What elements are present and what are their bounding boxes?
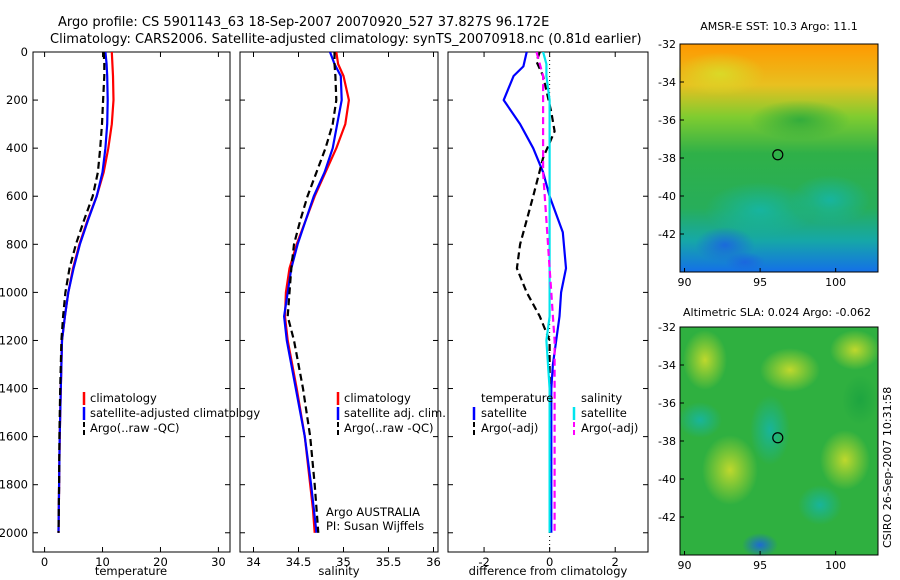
legend-label-satellite: satellite-adjusted climatology	[90, 406, 260, 420]
sst-map-image	[675, 44, 878, 272]
legend-label-argo: Argo(..raw -QC)	[90, 421, 180, 435]
x-tick-label: 34.5	[286, 555, 312, 569]
map-y-tick-label: -40	[658, 190, 676, 203]
map-y-tick-label: -38	[658, 435, 676, 448]
map-y-tick-label: -40	[658, 473, 676, 486]
salinity-annotation-line2: PI: Susan Wijffels	[326, 519, 424, 533]
sla-map-overlay: 90 95 100 -32 -34 -36 -38 -40 -42	[658, 321, 846, 572]
sla-map-image	[678, 327, 880, 557]
series-line-argo-raw-qc-	[57, 52, 106, 533]
x-tick-label: 35.5	[376, 555, 402, 569]
y-tick-label: 1200	[0, 333, 28, 347]
y-tick-label: 600	[6, 189, 28, 203]
x-tick-label: 0	[546, 555, 553, 569]
y-tick-label: 1000	[0, 285, 28, 299]
temperature-legend: climatology satellite-adjusted climatolo…	[82, 391, 260, 435]
y-tick-label: 1600	[0, 430, 28, 444]
x-tick-label: 20	[153, 555, 168, 569]
legend-group-salinity: salinity	[581, 391, 622, 405]
figure-title-line1: Argo profile: CS 5901143_63 18-Sep-2007 …	[58, 15, 549, 30]
salinity-legend: climatology satellite adj. clim. Argo(..…	[336, 391, 446, 435]
difference-axes	[447, 51, 649, 553]
map-x-tick-label: 90	[678, 559, 692, 572]
legend-group-temperature: temperature	[481, 391, 553, 405]
map-y-tick-label: -34	[658, 359, 676, 372]
series-line-climatology	[57, 52, 115, 533]
x-tick-label: 30	[211, 555, 226, 569]
map-y-tick-label: -36	[658, 397, 676, 410]
map-y-tick-label: -34	[658, 76, 676, 89]
map-x-tick-label: 100	[825, 276, 846, 289]
map-y-tick-label: -42	[658, 228, 676, 241]
x-tick-label: 2	[612, 555, 619, 569]
x-tick-label: 0	[41, 555, 48, 569]
legend-label-temp-argo: Argo(-adj)	[481, 421, 538, 435]
x-tick-label: 10	[95, 555, 110, 569]
legend-label-argo: Argo(..raw -QC)	[344, 421, 434, 435]
series-line-temperature-satellite	[502, 52, 568, 533]
map-y-tick-label: -32	[658, 38, 676, 51]
temperature-axes	[32, 51, 231, 553]
x-tick-label: -2	[478, 555, 489, 569]
x-tick-label: 35	[336, 555, 351, 569]
salinity-plot: 34 34.5 35 35.5 36	[240, 51, 441, 569]
sla-map-title: Altimetric SLA: 0.024 Argo: -0.062	[683, 306, 871, 319]
temperature-plot: 0 10 20 30 0 200 400 600 800 1000 1200 1400 1600 1800…	[0, 45, 230, 569]
y-tick-label: 200	[6, 93, 28, 107]
argo-location-marker	[772, 432, 784, 444]
series-line-salinity-satellite	[542, 52, 551, 533]
map-x-tick-label: 95	[753, 559, 767, 572]
legend-label-temp-satellite: satellite	[481, 406, 527, 420]
series-line-salinity-argo-adj-	[535, 52, 556, 533]
legend-label-climatology: climatology	[90, 391, 157, 405]
x-tick-label: 36	[426, 555, 441, 569]
y-tick-label: 1800	[0, 478, 28, 492]
argo-location-marker	[772, 149, 784, 161]
legend-label-climatology: climatology	[344, 391, 411, 405]
sst-map-title: AMSR-E SST: 10.3 Argo: 11.1	[700, 20, 858, 33]
map-y-tick-label: -32	[658, 321, 676, 334]
legend-label-satellite: satellite adj. clim.	[344, 406, 446, 420]
y-tick-label: 0	[21, 45, 28, 59]
salinity-axes	[239, 51, 439, 553]
difference-xlabel: difference from climatology	[469, 564, 628, 578]
map-x-tick-label: 95	[753, 276, 767, 289]
salinity-xlabel: salinity	[318, 564, 359, 578]
y-tick-label: 800	[6, 237, 28, 251]
series-line-argo-raw-qc-	[286, 52, 338, 533]
salinity-annotation-line1: Argo AUSTRALIA	[326, 505, 420, 519]
sst-map-overlay: 90 95 100 -32 -34 -36 -38 -40 -42	[658, 38, 846, 289]
legend-label-sal-satellite: satellite	[581, 406, 627, 420]
legend-label-sal-argo: Argo(-adj)	[581, 421, 638, 435]
figure-title-line2: Climatology: CARS2006. Satellite-adjuste…	[50, 32, 642, 47]
y-tick-label: 400	[6, 141, 28, 155]
difference-legend: temperature satellite Argo(-adj) salinit…	[472, 391, 638, 435]
map-y-tick-label: -36	[658, 114, 676, 127]
y-tick-label: 1400	[0, 382, 28, 396]
difference-plot: -2 0 2	[448, 51, 648, 569]
csiro-timestamp: CSIRO 26-Sep-2007 10:31:58	[881, 387, 894, 548]
map-x-tick-label: 90	[678, 276, 692, 289]
map-x-tick-label: 100	[825, 559, 846, 572]
y-tick-label: 2000	[0, 526, 28, 540]
series-line-satellite-adj-clim-	[283, 52, 343, 533]
map-y-tick-label: -38	[658, 152, 676, 165]
map-y-tick-label: -42	[658, 511, 676, 524]
temperature-xlabel: temperature	[95, 564, 167, 578]
x-tick-label: 34	[246, 555, 261, 569]
series-line-climatology	[283, 52, 350, 533]
